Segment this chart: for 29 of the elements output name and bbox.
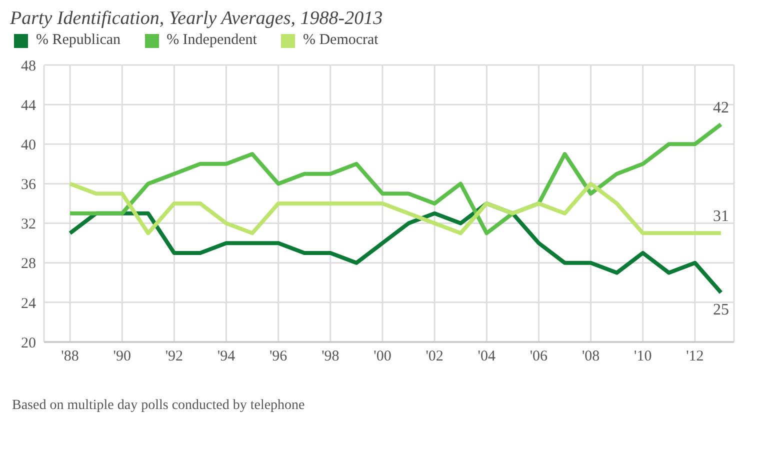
y-tick-label: 20 [21, 335, 36, 352]
y-tick-label: 44 [21, 98, 36, 114]
x-tick-label: '04 [478, 348, 496, 365]
data-label: 42 [712, 99, 729, 116]
data-label: 25 [712, 302, 729, 319]
chart-title: Party Identification, Yearly Averages, 1988-2013 [10, 8, 383, 29]
x-tick-label: '92 [165, 348, 184, 365]
legend-label: % Republican [36, 32, 121, 49]
x-tick-label: '08 [582, 348, 600, 365]
data-label: 31 [712, 208, 729, 226]
y-tick-label: 36 [21, 177, 36, 194]
y-tick-label: 40 [21, 137, 36, 154]
legend-label: % Democrat [302, 32, 378, 49]
x-tick-label: '94 [217, 348, 236, 365]
text: Based on multiple day polls conducted by telephone [12, 398, 306, 414]
x-tick-label: '06 [530, 348, 548, 365]
x-tick-label: '96 [269, 348, 288, 365]
x-tick-label: '10 [634, 348, 652, 365]
y-tick-label: 28 [21, 256, 36, 272]
y-tick-label: 32 [21, 216, 36, 233]
x-tick-label: '90 [113, 348, 131, 365]
x-tick-label: '02 [426, 348, 444, 365]
x-tick-label: '12 [686, 348, 704, 365]
x-tick-label: '88 [61, 348, 79, 365]
y-tick-label: 48 [21, 58, 36, 74]
x-tick-label: '00 [374, 348, 392, 365]
x-tick-label: '98 [322, 348, 340, 365]
y-tick-label: 24 [21, 296, 36, 312]
legend-label: % Independent [166, 32, 257, 49]
